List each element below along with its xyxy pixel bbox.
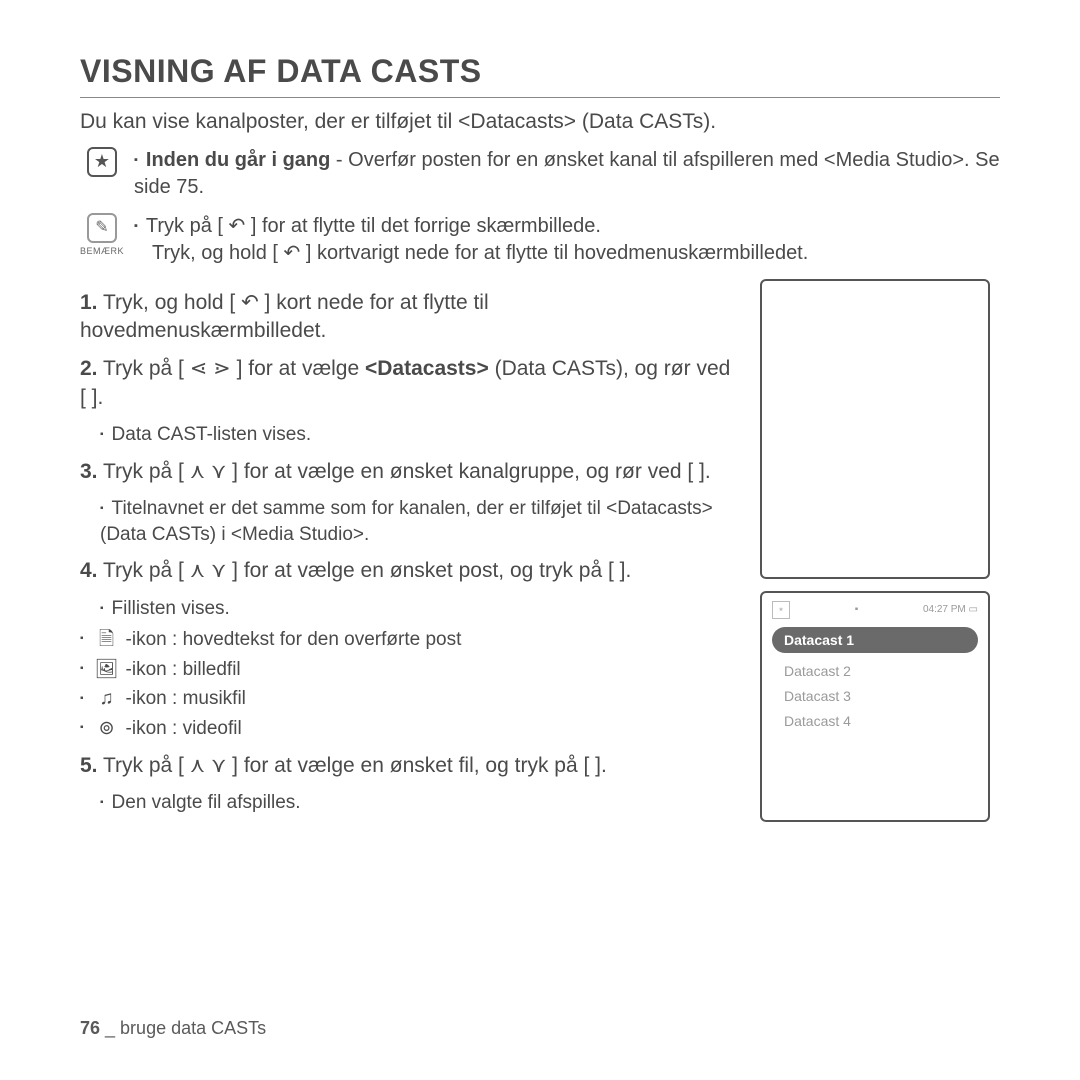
bemark-line2: Tryk, og hold [ ↶ ] kortvarigt nede for …: [152, 240, 1000, 267]
screen-item-2: Datacast 2: [768, 659, 982, 684]
step-3: 3. Tryk på [ ⋏ ⋎ ] for at vælge en ønske…: [80, 458, 740, 486]
step-2-sub: Data CAST-listen vises.: [112, 424, 312, 445]
step-4-text: Tryk på [ ⋏ ⋎ ] for at vælge en ønsket p…: [103, 559, 631, 582]
device-screen: ⋆ ▪ 04:27 PM ▭ Datacast 1 Datacast 2 Dat…: [760, 591, 990, 823]
step-5-text: Tryk på [ ⋏ ⋎ ] for at vælge en ønsket f…: [103, 754, 607, 777]
device-frame-top: [760, 279, 990, 579]
screen-item-3: Datacast 3: [768, 684, 982, 709]
star-icon: ★: [87, 147, 117, 177]
screen-item-1-selected: Datacast 1: [772, 627, 978, 654]
note-star-block: ★ Inden du går i gang - Overfør posten f…: [80, 147, 1000, 201]
step-2a: Tryk på [ ⋖ ⋗ ] for at vælge: [103, 357, 365, 380]
step-1-text: Tryk, og hold [ ↶ ] kort nede for at fly…: [80, 291, 489, 342]
note-star-bold: Inden du går i gang: [146, 149, 330, 171]
icon-video-text: -ikon : videofil: [126, 716, 242, 742]
intro-text: Du kan vise kanalposter, der er tilføjet…: [80, 108, 1000, 136]
step-3-text: Tryk på [ ⋏ ⋎ ] for at vælge en ønsket k…: [103, 460, 711, 483]
page-footer: 76 _ bruge data CASTs: [80, 1016, 266, 1040]
step-1: 1. Tryk, og hold [ ↶ ] kort nede for at …: [80, 289, 740, 346]
footer-section: bruge data CASTs: [120, 1018, 266, 1038]
video-icon: ⊚: [94, 716, 120, 742]
step-2: 2. Tryk på [ ⋖ ⋗ ] for at vælge <Datacas…: [80, 355, 740, 412]
screen-item-4: Datacast 4: [768, 709, 982, 734]
step-4-sub: Fillisten vises.: [112, 598, 230, 619]
page-title: VISNING AF DATA CASTS: [80, 50, 1000, 98]
doc-icon: 🗎: [94, 627, 120, 653]
icon-music-text: -ikon : musikfil: [126, 686, 246, 712]
icon-img-text: -ikon : billedfil: [126, 657, 241, 683]
step-3-sub: Titelnavnet er det samme som for kanalen…: [100, 498, 713, 545]
icon-legend: ▪🗎-ikon : hovedtekst for den overførte p…: [80, 627, 740, 742]
bemark-label: BEMÆRK: [80, 245, 124, 257]
icon-doc-text: -ikon : hovedtekst for den overførte pos…: [126, 627, 462, 653]
rss-icon: ⋆: [772, 601, 790, 619]
step-5: 5. Tryk på [ ⋏ ⋎ ] for at vælge en ønske…: [80, 752, 740, 780]
step-5-sub: Den valgte fil afspilles.: [112, 792, 301, 813]
image-icon: 🖼: [94, 657, 120, 683]
note-bemark-block: ✎ BEMÆRK Tryk på [ ↶ ] for at flytte til…: [80, 213, 1000, 267]
step-4: 4. Tryk på [ ⋏ ⋎ ] for at vælge en ønske…: [80, 557, 740, 585]
music-icon: ♫: [94, 686, 120, 712]
screen-time: 04:27 PM ▭: [923, 603, 978, 617]
step-2-bold: <Datacasts>: [365, 357, 489, 380]
pencil-icon: ✎: [87, 213, 117, 243]
page-number: 76: [80, 1018, 100, 1038]
bemark-line1: Tryk på [ ↶ ] for at flytte til det forr…: [146, 215, 601, 237]
